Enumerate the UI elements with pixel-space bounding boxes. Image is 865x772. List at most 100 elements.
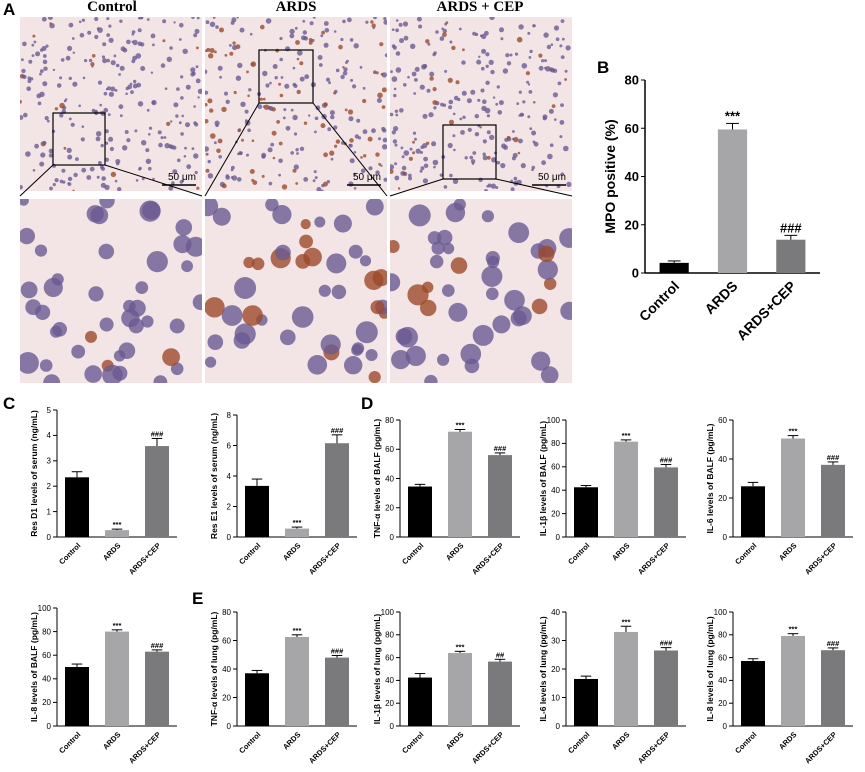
mpo-positive-cell <box>451 45 456 51</box>
nucleus <box>118 73 121 76</box>
nucleus <box>43 66 48 71</box>
nucleus <box>36 93 42 99</box>
nucleus <box>315 105 321 111</box>
nucleus <box>333 30 337 33</box>
x-tick-label: ARDS <box>444 541 465 562</box>
nucleus <box>408 173 412 178</box>
mpo-positive-cell <box>110 171 117 178</box>
nucleus <box>186 164 192 170</box>
nucleus <box>98 161 102 165</box>
nucleus <box>482 99 487 104</box>
nucleus <box>272 64 278 69</box>
mpo-positive-cell <box>212 17 216 19</box>
nucleus <box>312 179 316 183</box>
nucleus <box>561 37 565 41</box>
nucleus <box>162 19 167 24</box>
nucleus <box>68 76 72 81</box>
zoom-box-control <box>52 112 106 166</box>
nucleus <box>194 28 200 34</box>
nucleus <box>117 187 122 191</box>
nucleus <box>500 37 504 41</box>
nucleus <box>407 75 410 79</box>
nucleus <box>466 98 472 104</box>
nucleus <box>390 112 394 117</box>
bar-ards <box>781 438 805 537</box>
nucleus <box>168 185 174 191</box>
nucleus <box>365 349 378 361</box>
nucleus <box>399 108 404 113</box>
x-tick-label: ARDS+CEP <box>470 730 505 765</box>
nucleus <box>26 86 31 91</box>
nucleus <box>54 178 59 183</box>
mpo-positive-cell <box>525 71 530 76</box>
y-tick-label: 5 <box>47 406 52 415</box>
x-tick-label: Control <box>636 278 683 325</box>
nucleus <box>399 38 404 44</box>
nucleus <box>541 160 546 166</box>
nucleus <box>146 108 150 112</box>
nucleus <box>398 22 403 27</box>
significance-label: ### <box>331 426 344 435</box>
nucleus <box>383 17 387 21</box>
nucleus <box>481 265 503 287</box>
nucleus <box>447 142 453 149</box>
nucleus <box>103 91 108 96</box>
mpo-positive-cell <box>196 46 199 50</box>
nucleus <box>152 177 155 181</box>
nucleus <box>293 164 299 170</box>
nucleus <box>101 176 106 181</box>
y-tick-label: 80 <box>625 73 639 88</box>
nucleus <box>68 22 74 28</box>
nucleus <box>81 167 87 173</box>
nucleus <box>110 60 116 66</box>
nucleus <box>205 146 209 152</box>
mpo-positive-cell <box>479 126 482 129</box>
nucleus <box>108 91 114 97</box>
nucleus <box>467 127 472 132</box>
nucleus <box>151 99 157 106</box>
nucleus <box>431 241 445 255</box>
y-axis-label: MPO positive (%) <box>602 119 618 233</box>
mpo-positive-cell <box>551 104 556 108</box>
nucleus <box>289 33 295 39</box>
nucleus <box>504 289 525 311</box>
bar-ards <box>614 631 638 726</box>
nucleus <box>225 174 229 178</box>
nucleus <box>394 175 400 181</box>
nucleus <box>541 59 545 63</box>
nucleus <box>106 58 110 63</box>
nucleus <box>257 104 263 110</box>
bar-control <box>741 661 765 726</box>
nucleus <box>72 51 75 54</box>
nucleus <box>21 68 26 74</box>
y-tick-label: 40 <box>718 676 727 685</box>
nucleus <box>292 66 296 70</box>
nucleus <box>22 74 25 78</box>
nucleus <box>116 162 120 166</box>
nucleus <box>419 169 423 173</box>
nucleus <box>248 88 252 92</box>
nucleus <box>410 43 416 49</box>
nucleus <box>80 137 85 142</box>
nucleus <box>538 65 544 71</box>
nucleus <box>457 97 461 102</box>
mpo-positive-cell <box>272 156 276 160</box>
nucleus <box>420 166 425 171</box>
nucleus <box>207 159 211 164</box>
nucleus <box>432 159 439 166</box>
bar-control <box>65 667 89 726</box>
nucleus <box>559 135 563 139</box>
nucleus <box>448 99 454 105</box>
nucleus <box>499 27 504 33</box>
nucleus <box>528 56 532 59</box>
nucleus <box>240 101 246 108</box>
nucleus <box>371 128 376 134</box>
nucleus <box>49 186 53 191</box>
mpo-positive-cell <box>217 138 223 144</box>
nucleus <box>333 214 352 233</box>
y-tick-label: 6 <box>227 441 232 450</box>
nucleus <box>488 59 494 65</box>
y-tick-label: 0 <box>632 266 639 281</box>
